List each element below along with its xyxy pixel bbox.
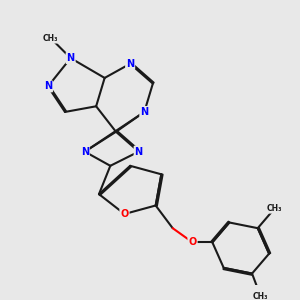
Text: N: N: [81, 147, 89, 157]
Text: O: O: [120, 209, 129, 219]
Text: N: N: [67, 53, 75, 63]
Text: O: O: [188, 237, 196, 247]
Text: CH₃: CH₃: [267, 204, 283, 213]
Text: CH₃: CH₃: [253, 292, 268, 300]
Text: N: N: [44, 81, 52, 92]
Text: CH₃: CH₃: [43, 34, 58, 43]
Text: N: N: [126, 59, 134, 69]
Text: N: N: [135, 147, 143, 157]
Text: N: N: [140, 107, 148, 117]
